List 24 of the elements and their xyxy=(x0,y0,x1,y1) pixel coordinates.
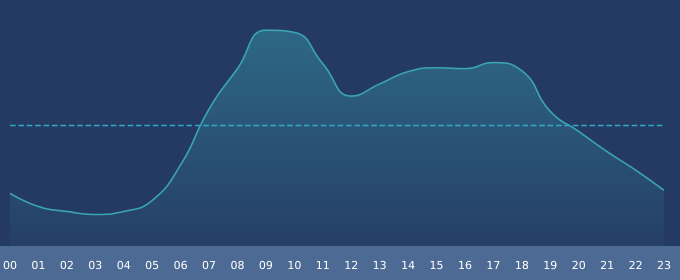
x-tick-label: 13 xyxy=(372,259,387,272)
x-tick-label: 16 xyxy=(458,259,472,272)
x-tick-label: 15 xyxy=(430,259,444,272)
x-tick-label: 23 xyxy=(657,259,671,272)
x-tick-label: 03 xyxy=(88,259,102,272)
x-tick-label: 06 xyxy=(174,259,188,272)
x-tick-label: 18 xyxy=(514,259,529,272)
x-tick-label: 12 xyxy=(344,259,358,272)
x-tick-label: 14 xyxy=(401,259,416,272)
x-tick-label: 01 xyxy=(31,259,46,272)
x-tick-label: 22 xyxy=(628,259,643,272)
x-tick-label: 04 xyxy=(116,259,131,272)
x-tick-label: 00 xyxy=(3,259,17,272)
x-tick-label: 20 xyxy=(572,259,586,272)
x-tick-label: 07 xyxy=(202,259,216,272)
x-tick-label: 02 xyxy=(60,259,74,272)
x-tick-label: 10 xyxy=(287,259,302,272)
x-tick-label: 11 xyxy=(316,259,330,272)
x-tick-label: 19 xyxy=(543,259,558,272)
x-tick-label: 09 xyxy=(258,259,273,272)
x-tick-label: 05 xyxy=(145,259,160,272)
x-tick-label: 08 xyxy=(230,259,244,272)
x-tick-label: 21 xyxy=(600,259,614,272)
x-tick-label: 17 xyxy=(486,259,500,272)
